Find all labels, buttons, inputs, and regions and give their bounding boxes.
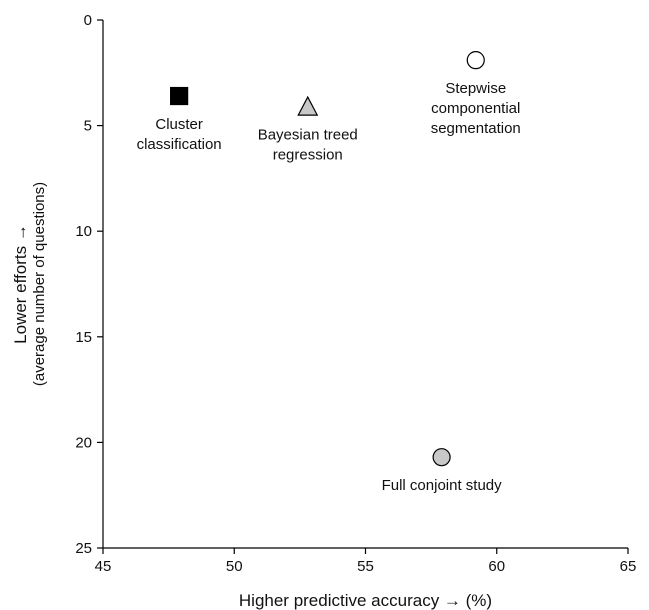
point-labels: Cluster classification Bayesian treed regre…	[137, 80, 521, 494]
y-tick-label: 20	[75, 434, 92, 451]
data-point-circle	[466, 51, 485, 70]
point-label-line: segmentation	[431, 120, 521, 137]
point-label-line: regression	[273, 147, 343, 164]
x-tick-label: 55	[357, 558, 374, 575]
data-points	[170, 51, 485, 467]
x-axis-title: Higher predictive accuracy → (%)	[239, 591, 492, 610]
point-label-line: Full conjoint study	[382, 477, 503, 494]
y-tick-label: 0	[84, 12, 92, 29]
point-label: Stepwise componential segmentation	[431, 80, 521, 137]
axis-titles: Higher predictive accuracy → (%) Lower e…	[11, 182, 492, 610]
x-tick-label: 45	[95, 558, 112, 575]
y-tick-label: 10	[75, 223, 92, 240]
point-label-line: Stepwise	[445, 80, 506, 97]
data-point-triangle	[297, 95, 319, 116]
x-tick-label: 65	[620, 558, 637, 575]
x-tick-label: 50	[226, 558, 243, 575]
x-tick-label: 60	[488, 558, 505, 575]
data-point-circle	[432, 448, 451, 467]
y-tick-label: 25	[75, 540, 92, 557]
data-point-square	[170, 86, 189, 106]
point-label-line: componential	[431, 100, 520, 117]
point-label-line: Bayesian treed	[258, 127, 358, 144]
point-label: Cluster classification	[137, 116, 222, 153]
y-tick-label: 15	[75, 329, 92, 346]
point-label: Full conjoint study	[382, 477, 503, 494]
y-axis-subtitle: (average number of questions)	[31, 182, 48, 386]
y-axis-title: Lower efforts →	[11, 224, 30, 344]
y-tick-label: 5	[84, 118, 92, 135]
point-label-line: Cluster	[155, 116, 203, 133]
point-label-line: classification	[137, 136, 222, 153]
point-label: Bayesian treed regression	[258, 127, 358, 164]
